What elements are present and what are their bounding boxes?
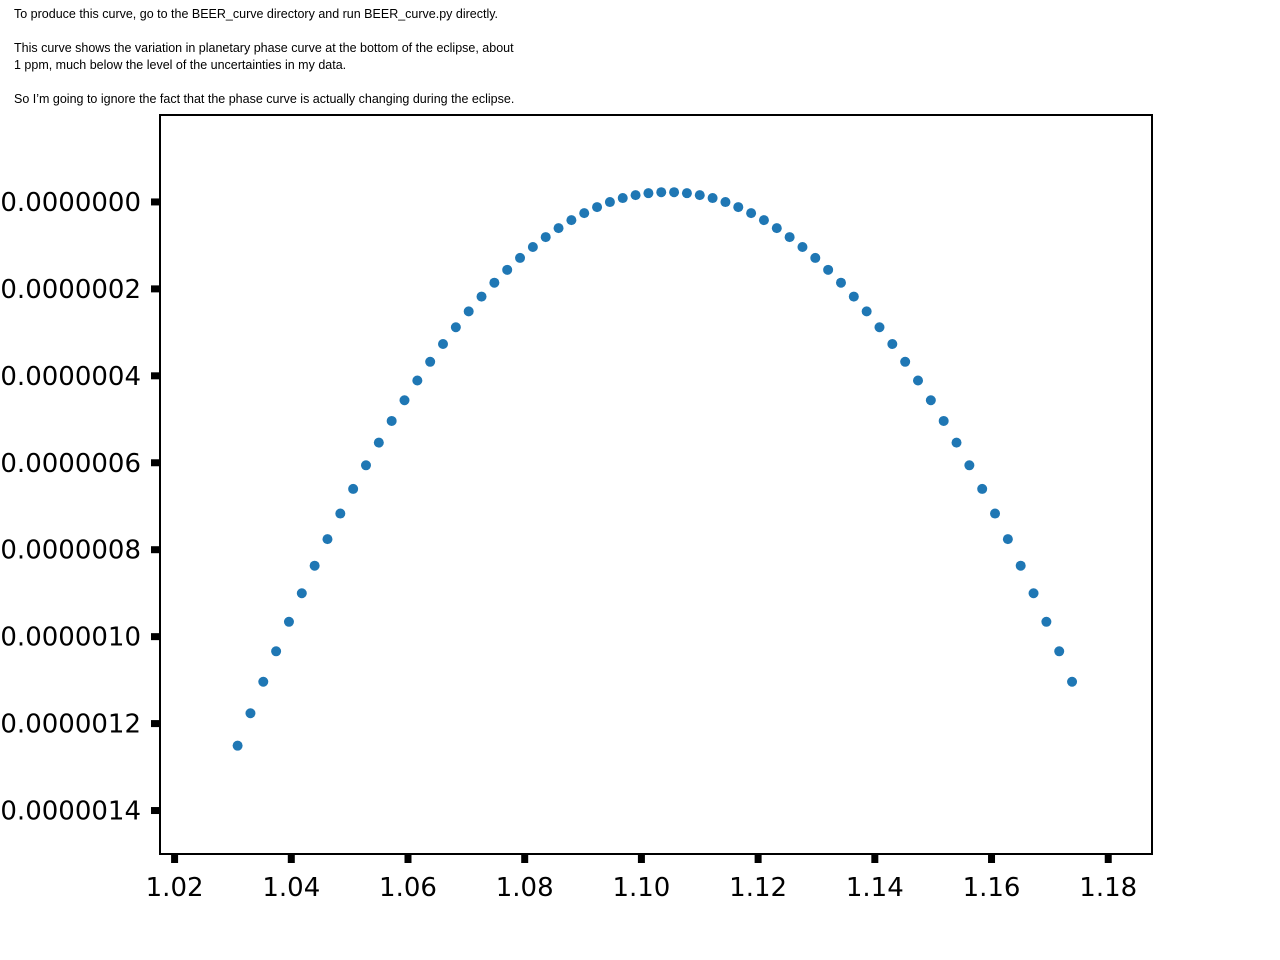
data-point xyxy=(733,202,744,213)
data-points xyxy=(232,187,1078,751)
data-point xyxy=(656,187,667,198)
data-point xyxy=(373,437,384,448)
x-tick-label: 1.12 xyxy=(729,873,787,903)
data-point xyxy=(861,306,872,317)
y-tick-label: 0.0000002 xyxy=(0,275,141,305)
data-point xyxy=(746,208,757,219)
x-tick-label: 1.02 xyxy=(146,873,204,903)
data-point xyxy=(835,277,846,288)
data-point xyxy=(694,190,705,201)
data-point xyxy=(900,356,911,367)
data-point xyxy=(1028,588,1039,599)
data-point xyxy=(964,460,975,471)
plot-frame xyxy=(159,114,1153,855)
data-point xyxy=(232,740,243,751)
data-point xyxy=(476,291,487,302)
data-point xyxy=(669,187,680,198)
data-point xyxy=(527,242,538,253)
data-point xyxy=(643,188,654,199)
data-point xyxy=(938,415,949,426)
data-point xyxy=(681,188,692,199)
y-tick-label: 0.0000010 xyxy=(0,623,141,653)
data-point xyxy=(592,202,603,213)
data-point xyxy=(463,306,474,317)
data-point xyxy=(386,415,397,426)
data-point xyxy=(335,508,346,519)
y-tick-label: 0.0000006 xyxy=(0,449,141,479)
data-point xyxy=(925,395,936,406)
data-point xyxy=(604,197,615,208)
data-point xyxy=(720,197,731,208)
y-tick-label: 0.0000008 xyxy=(0,536,141,566)
x-tick-label: 1.04 xyxy=(262,873,320,903)
data-point xyxy=(258,676,269,687)
data-point xyxy=(412,375,423,386)
data-point xyxy=(1002,534,1013,545)
data-point xyxy=(990,508,1001,519)
data-point xyxy=(617,193,628,204)
x-tick-label: 1.06 xyxy=(379,873,437,903)
data-point xyxy=(296,588,307,599)
note-line-1: To produce this curve, go to the BEER_cu… xyxy=(14,7,499,21)
data-point xyxy=(553,223,564,234)
data-point xyxy=(245,708,256,719)
data-point xyxy=(823,264,834,275)
data-point xyxy=(540,232,551,243)
data-point xyxy=(771,223,782,234)
data-point xyxy=(848,291,859,302)
data-point xyxy=(515,252,526,263)
y-tick-label: 0.0000014 xyxy=(0,797,141,827)
data-point xyxy=(977,483,988,494)
note-line-4: So I’m going to ignore the fact that the… xyxy=(14,92,515,106)
data-point xyxy=(810,252,821,263)
data-point xyxy=(951,437,962,448)
data-point xyxy=(1054,646,1065,657)
x-tick-label: 1.10 xyxy=(612,873,670,903)
data-point xyxy=(360,460,371,471)
note-line-3: 1 ppm, much below the level of the uncer… xyxy=(14,58,347,72)
data-point xyxy=(758,215,769,226)
data-point xyxy=(707,193,718,204)
x-tick-label: 1.14 xyxy=(846,873,904,903)
y-tick-label: 0.0000012 xyxy=(0,710,141,740)
data-point xyxy=(450,322,461,333)
data-point xyxy=(913,375,924,386)
data-point xyxy=(566,215,577,226)
data-point xyxy=(579,208,590,219)
y-tick-label: 0.0000000 xyxy=(0,188,141,218)
notes-text: To produce this curve, go to the BEER_cu… xyxy=(14,6,614,108)
data-point xyxy=(874,322,885,333)
x-tick-label: 1.18 xyxy=(1079,873,1137,903)
data-point xyxy=(425,356,436,367)
data-point xyxy=(399,395,410,406)
data-point xyxy=(797,242,808,253)
data-point xyxy=(1067,676,1078,687)
data-point xyxy=(322,534,333,545)
data-point xyxy=(283,616,294,627)
data-point xyxy=(271,646,282,657)
note-line-2: This curve shows the variation in planet… xyxy=(14,41,514,55)
x-axis: 1.02 1.04 1.06 1.08 1.10 1.12 1.14 1.16 1.18 xyxy=(146,854,1137,903)
x-tick-label: 1.08 xyxy=(496,873,554,903)
data-point xyxy=(784,232,795,243)
data-point xyxy=(502,264,513,275)
data-point xyxy=(1041,616,1052,627)
data-point xyxy=(348,483,359,494)
data-point xyxy=(489,277,500,288)
y-axis: 0.0000000 0.0000002 0.0000004 0.0000006 0.00… xyxy=(0,188,160,827)
data-point xyxy=(887,339,898,350)
data-point xyxy=(309,560,320,571)
x-tick-label: 1.16 xyxy=(963,873,1021,903)
y-tick-label: 0.0000004 xyxy=(0,362,141,392)
data-point xyxy=(438,339,449,350)
data-point xyxy=(1015,560,1026,571)
data-point xyxy=(630,190,641,201)
